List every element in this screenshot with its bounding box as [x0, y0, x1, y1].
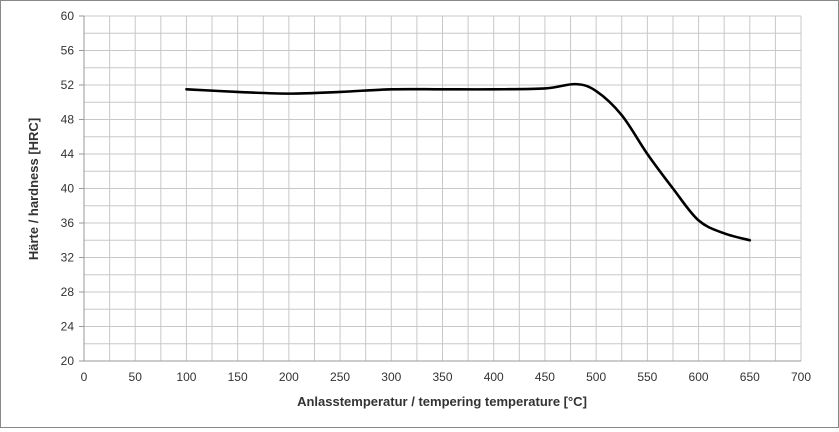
y-axis-label: Härte / hardness [HRC]: [26, 118, 41, 260]
x-tick-label: 550: [637, 370, 657, 384]
y-axis-ticks: 20 24 28 32 36 40 44 48 52 56 60: [61, 9, 84, 368]
x-tick-label: 500: [586, 370, 606, 384]
series-line-hardness: [185, 82, 752, 242]
y-tick-label: 48: [61, 113, 75, 127]
x-tick-label: 700: [791, 370, 811, 384]
y-tick-label: 20: [61, 354, 75, 368]
y-tick-label: 56: [61, 44, 75, 58]
x-tick-label: 150: [228, 370, 248, 384]
x-axis-label: Anlasstemperatur / tempering temperature…: [297, 394, 587, 409]
x-tick-label: 300: [381, 370, 401, 384]
y-tick-label: 60: [61, 9, 75, 23]
series-layer: [185, 82, 752, 242]
x-tick-label: 200: [279, 370, 299, 384]
y-tick-label: 32: [61, 251, 75, 265]
x-tick-label: 350: [432, 370, 452, 384]
y-tick-label: 24: [61, 320, 75, 334]
x-tick-label: 600: [689, 370, 709, 384]
y-tick-label: 44: [61, 147, 75, 161]
x-tick-label: 450: [535, 370, 555, 384]
x-tick-label: 100: [176, 370, 196, 384]
grid: [83, 15, 802, 362]
y-tick-label: 28: [61, 285, 75, 299]
x-tick-label: 250: [330, 370, 350, 384]
y-tick-label: 40: [61, 182, 75, 196]
x-tick-label: 400: [484, 370, 504, 384]
y-tick-label: 52: [61, 78, 75, 92]
y-tick-label: 36: [61, 216, 75, 230]
x-tick-label: 50: [129, 370, 143, 384]
x-tick-label: 0: [81, 370, 88, 384]
x-axis-ticks: 0 50 100 150 200 250 300 350 400 450 500 550 600 650 7…: [81, 370, 812, 384]
x-tick-label: 650: [740, 370, 760, 384]
